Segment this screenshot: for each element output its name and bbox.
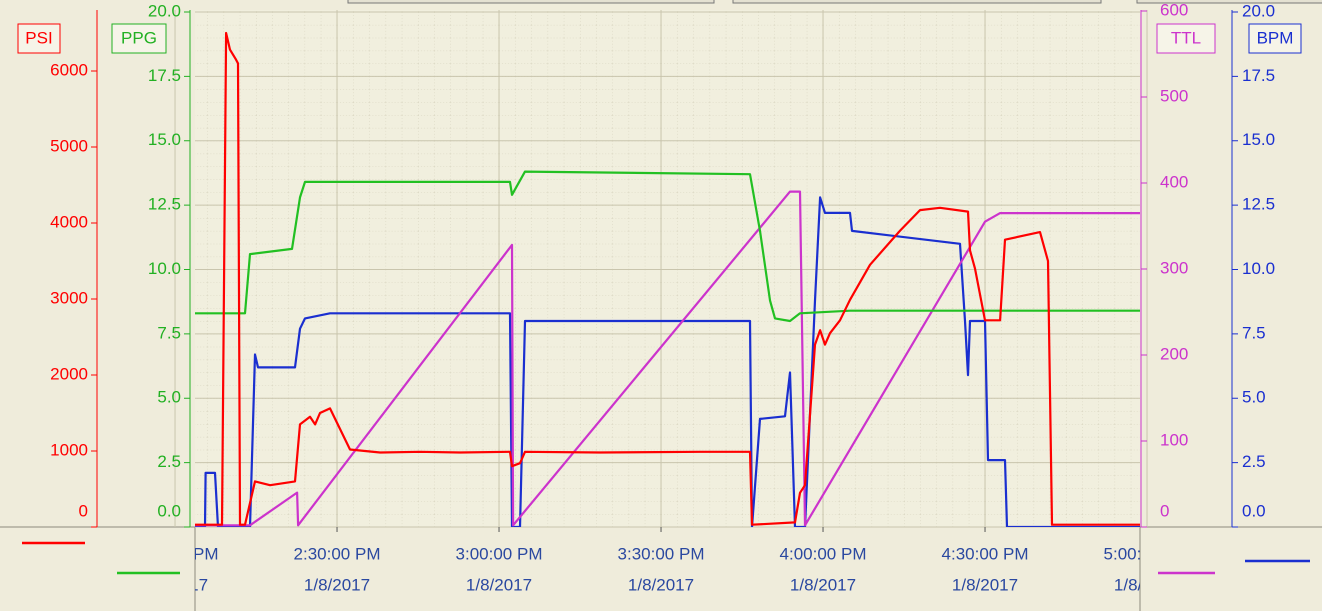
y-tick-label: 1000 <box>50 440 88 459</box>
axes: 01000200030004000500060007000PSI0.02.55.… <box>17 0 1302 528</box>
axis-label-box <box>111 23 167 54</box>
y-tick-label: 17.5 <box>1242 66 1275 85</box>
x-tick-label: 4:30:00 PM <box>942 544 1029 563</box>
y-tick-label: 100 <box>1160 430 1188 449</box>
y-tick-label: 3000 <box>50 288 88 307</box>
y-tick-label: 600 <box>1160 0 1188 19</box>
axis-label: BPM <box>1257 28 1294 47</box>
x-tick-label: 1/8/2017 <box>142 575 208 594</box>
series-line <box>195 196 1140 527</box>
x-tick-label: 1/8/2017 <box>790 575 856 594</box>
series-line <box>195 31 1140 526</box>
axis-label: PPG <box>121 28 157 47</box>
x-tick-label: 1/8/2017 <box>304 575 370 594</box>
y-tick-label: 15.0 <box>1242 130 1275 149</box>
y-tick-label: 7.5 <box>1242 323 1266 342</box>
y-tick-label: 15.0 <box>148 130 181 149</box>
y-tick-label: 2.5 <box>157 452 181 471</box>
y-tick-label: 12.5 <box>1242 195 1275 214</box>
x-tick-label: 5:00:00 PM <box>1104 544 1191 563</box>
y-tick-label: 200 <box>1160 344 1188 363</box>
y-tick-label: 2.5 <box>1242 452 1266 471</box>
y-tick-label: 20.0 <box>1242 1 1275 20</box>
y-tick-label: 0.0 <box>157 501 181 520</box>
x-tick-label: 3:00:00 PM <box>456 544 543 563</box>
x-tick-label: 4:00:00 PM <box>780 544 867 563</box>
x-tick-label: 2:00:00 PM <box>132 544 219 563</box>
series-line <box>195 190 1140 527</box>
x-tick-label: 3:30:00 PM <box>618 544 705 563</box>
axis-label-box <box>1156 23 1216 54</box>
y-tick-label: 10.0 <box>1242 259 1275 278</box>
toolbar-box[interactable] <box>347 0 715 4</box>
y-tick-label: 300 <box>1160 258 1188 277</box>
legend <box>22 541 1310 575</box>
series-line <box>195 170 1140 323</box>
toolbar-box[interactable] <box>1136 0 1322 4</box>
minor-grid <box>195 10 1140 527</box>
y-tick-label: 10.0 <box>148 259 181 278</box>
y-tick-label: 5.0 <box>157 388 181 407</box>
y-tick-label: 0 <box>79 501 88 520</box>
axis-label-box <box>1248 23 1302 54</box>
y-tick-label: 500 <box>1160 86 1188 105</box>
axis-label: PSI <box>25 28 52 47</box>
x-tick-label: 1/8/2017 <box>628 575 694 594</box>
x-tick-label: 1/8/2017 <box>952 575 1018 594</box>
y-tick-label: 7000 <box>50 0 88 3</box>
toolbar-box[interactable] <box>732 0 1102 4</box>
y-tick-label: 2000 <box>50 364 88 383</box>
axis-label-box <box>17 23 61 54</box>
y-tick-label: 5.0 <box>1242 388 1266 407</box>
y-tick-label: 4000 <box>50 212 88 231</box>
axis-label: TTL <box>1171 28 1201 47</box>
y-tick-label: 7.5 <box>157 323 181 342</box>
y-tick-label: 0.0 <box>1242 501 1266 520</box>
lines <box>195 31 1140 527</box>
y-tick-label: 12.5 <box>148 195 181 214</box>
grid <box>174 10 1148 528</box>
y-tick-label: 5000 <box>50 136 88 155</box>
x-axis-labels: 2:00:00 PM 1/8/2017 2:30:00 PM 1/8/2017 3:00… <box>132 527 1191 594</box>
x-tick-label: 1/8/2017 <box>1114 575 1180 594</box>
y-tick-label: 400 <box>1160 172 1188 191</box>
y-tick-label: 0 <box>1160 501 1169 520</box>
y-tick-label: 20.0 <box>148 1 181 20</box>
y-tick-label: 17.5 <box>148 66 181 85</box>
x-tick-label: 1/8/2017 <box>466 575 532 594</box>
y-tick-label: 6000 <box>50 60 88 79</box>
x-tick-label: 2:30:00 PM <box>294 544 381 563</box>
